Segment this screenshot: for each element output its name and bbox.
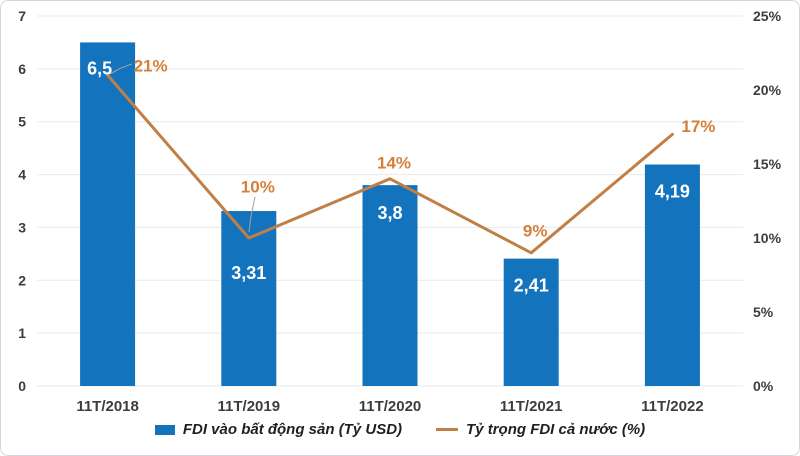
left-axis-tick-label: 6	[18, 61, 26, 77]
line-value-label: 10%	[241, 178, 275, 197]
line-value-label: 17%	[681, 117, 715, 136]
legend-item-fdi-bar: FDI vào bất động sản (Tỷ USD)	[154, 421, 403, 438]
right-axis-tick-label: 15%	[753, 156, 782, 172]
bar-value-label: 3,8	[377, 203, 402, 223]
line-series-swatch	[436, 428, 459, 431]
bar-value-label: 3,31	[231, 263, 266, 283]
bar-value-label: 4,19	[655, 182, 690, 202]
category-label: 11T/2019	[218, 398, 281, 415]
category-label: 11T/2021	[500, 398, 563, 415]
bar-value-label: 6,5	[87, 58, 112, 78]
bar-series-swatch	[154, 424, 175, 435]
right-axis-tick-label: 25%	[753, 8, 782, 24]
category-label: 11T/2022	[641, 398, 704, 415]
bar-value-label: 2,41	[514, 276, 549, 296]
category-label: 11T/2020	[359, 398, 422, 415]
left-axis-tick-label: 0	[18, 378, 26, 394]
bar	[362, 185, 418, 386]
left-axis-tick-label: 1	[18, 325, 26, 341]
left-axis-tick-label: 5	[18, 114, 26, 130]
right-axis-tick-label: 5%	[753, 304, 774, 320]
line-value-label: 14%	[377, 153, 411, 172]
left-axis-tick-label: 3	[18, 219, 26, 235]
legend-label-fdi-line: Tỷ trọng FDI cả nước (%)	[466, 421, 646, 438]
line-series	[106, 73, 674, 255]
bar	[80, 42, 136, 387]
right-axis-tick-label: 10%	[753, 230, 782, 246]
bar	[644, 164, 700, 386]
left-axis-tick-label: 4	[18, 167, 26, 183]
legend-label-fdi-bar: FDI vào bất động sản (Tỷ USD)	[182, 421, 403, 438]
line-value-label: 9%	[523, 221, 548, 240]
bar	[503, 258, 559, 386]
category-label: 11T/2018	[76, 398, 139, 415]
left-axis-tick-label: 2	[18, 272, 26, 288]
right-axis-tick-label: 0%	[753, 378, 774, 394]
bar	[221, 211, 277, 386]
chart-legend: FDI vào bất động sản (Tỷ USD) Tỷ trọng F…	[1, 421, 799, 438]
legend-item-fdi-line: Tỷ trọng FDI cả nước (%)	[436, 421, 645, 438]
line-value-label: 21%	[134, 57, 168, 76]
leader-line	[109, 63, 133, 75]
fdi-combo-chart: 0 1 2 3 4 5 6 7 0% 5% 10% 15% 20% 25% 11T/2018 11T/2019…	[18, 8, 782, 415]
leader-line	[248, 196, 256, 233]
right-axis-tick-label: 20%	[753, 82, 782, 98]
left-axis-tick-label: 7	[18, 8, 26, 24]
